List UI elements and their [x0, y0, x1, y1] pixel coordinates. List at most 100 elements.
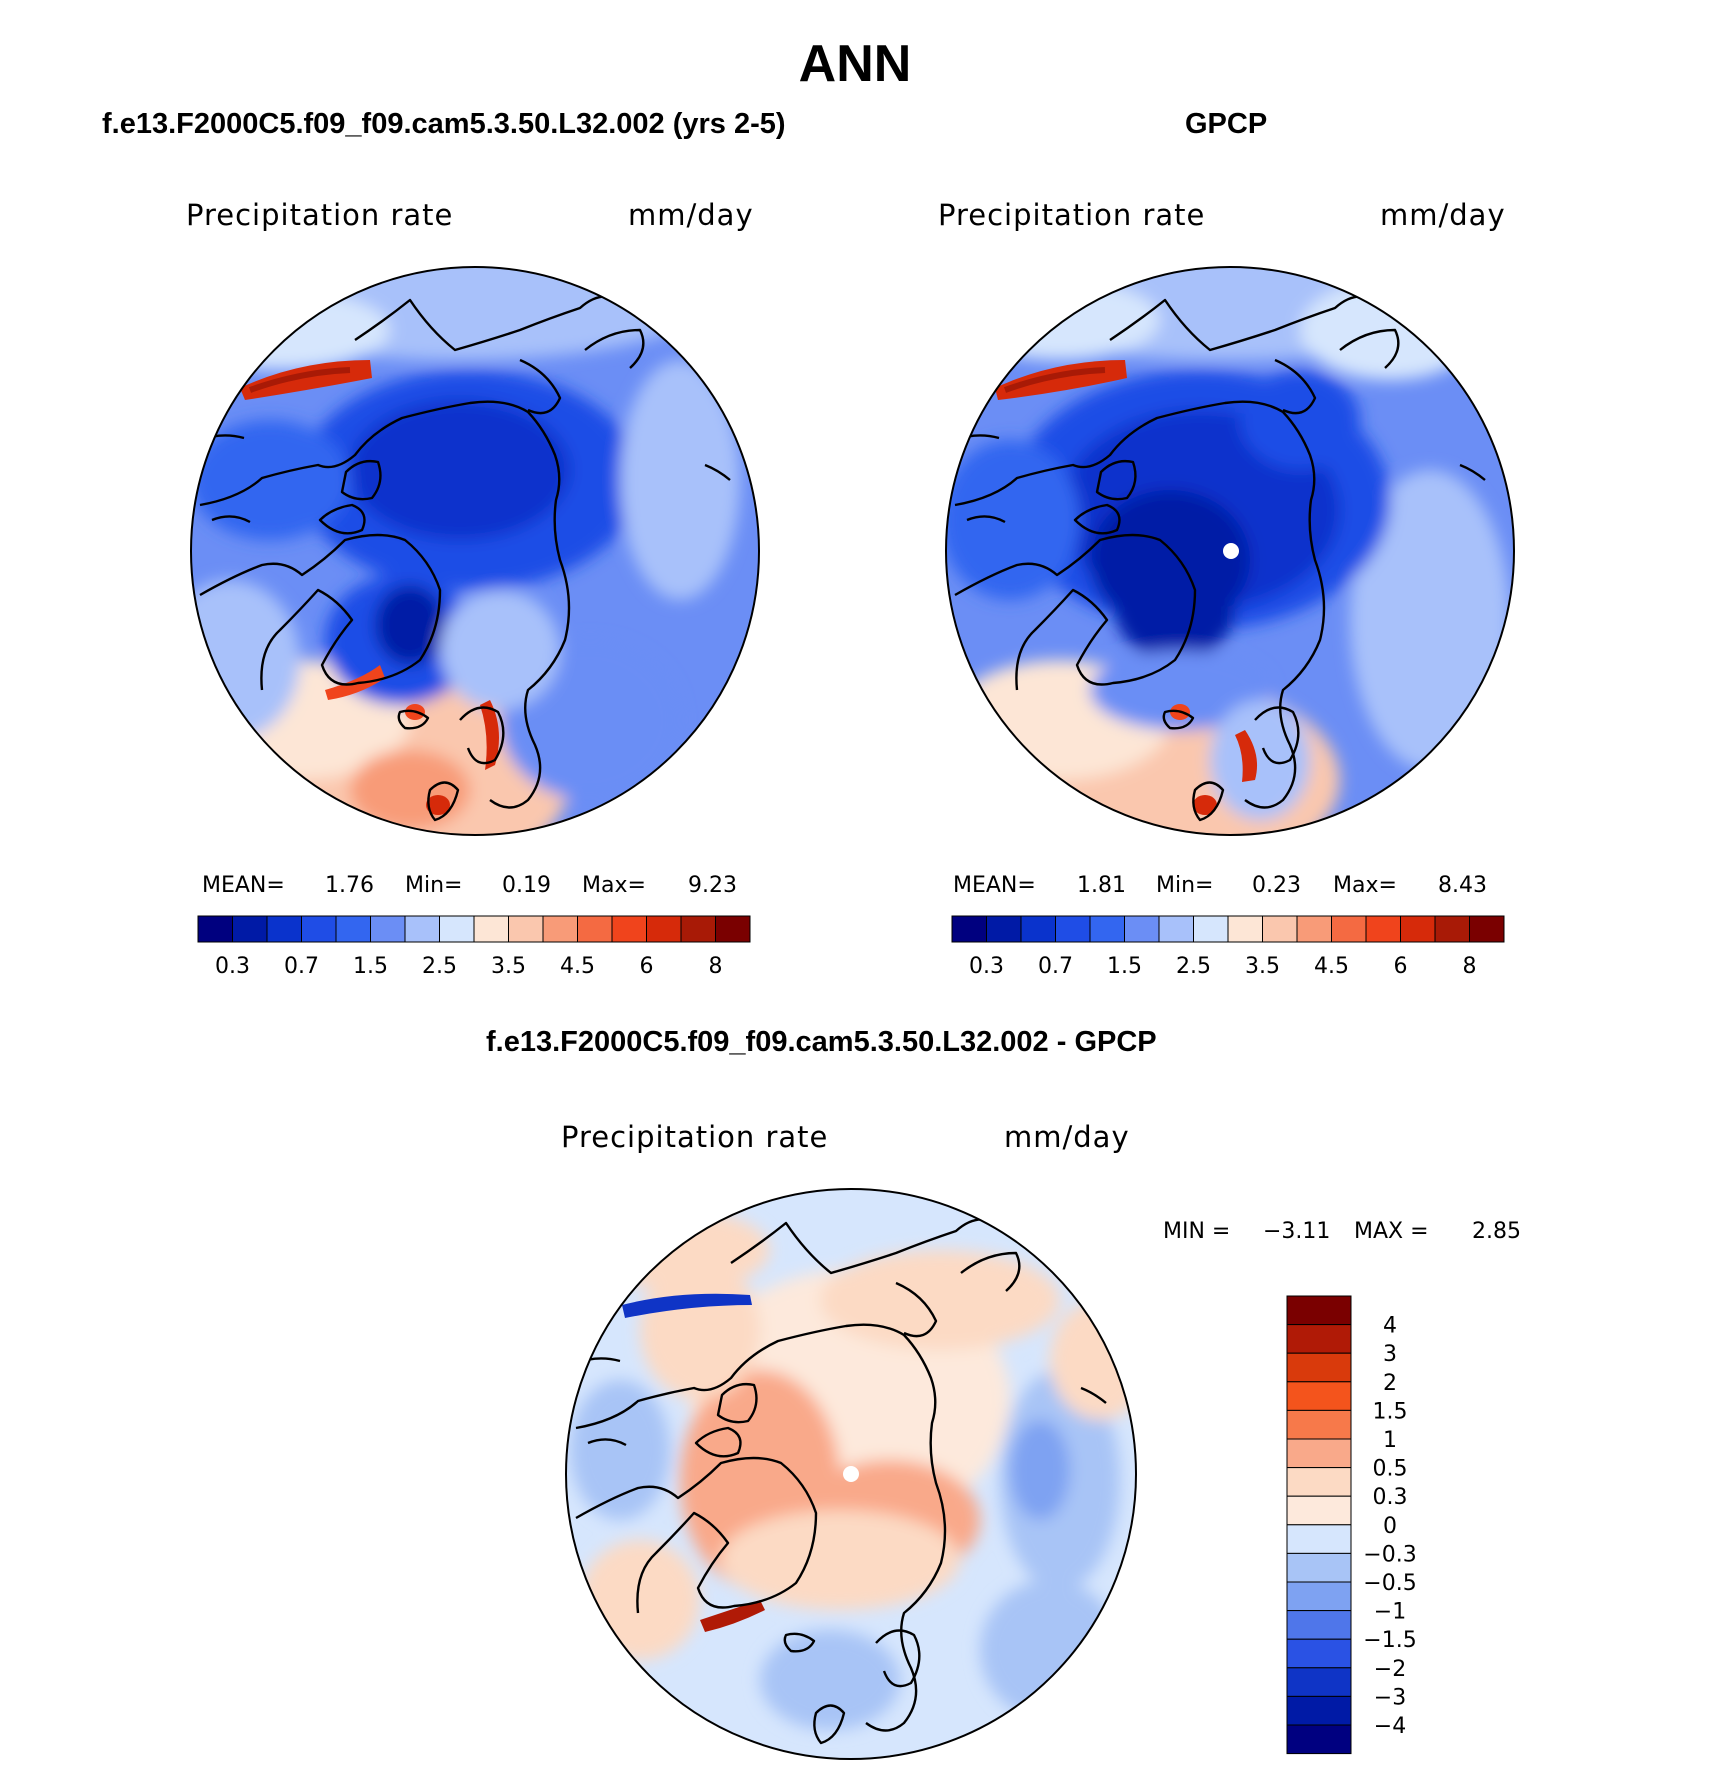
panel1-map	[190, 266, 760, 836]
panel1-colorbar-tick-label: 8	[709, 954, 723, 979]
panel2-variable-label: Precipitation rate	[938, 198, 1206, 232]
panel2-colorbar-box	[1365, 915, 1401, 943]
panel3-colorbar-box	[1286, 1409, 1352, 1440]
right-panel-title: GPCP	[1185, 108, 1268, 140]
panel3-colorbar: 4 3 2 1.5 1 0.5 0.3 0 −0.3 −0.5 −1 −1.5 −2 −3 −4	[1286, 1295, 1417, 1755]
panel3-min-label: MIN =	[1163, 1219, 1231, 1244]
panel3-colorbar-box	[1286, 1381, 1352, 1411]
panel3-units-label: mm/day	[1004, 1120, 1130, 1154]
panel2-colorbar-box	[1089, 915, 1125, 943]
panel2-colorbar-tick-label: 8	[1463, 954, 1477, 979]
panel3-colorbar-tick-label: 2	[1383, 1371, 1397, 1396]
panel3-colorbar-tick-label: 0.3	[1373, 1485, 1408, 1510]
panel3-variable-label: Precipitation rate	[561, 1120, 829, 1154]
panel3-colorbar-tick-label: −1.5	[1363, 1628, 1416, 1653]
panel3-colorbar-tick-label: −4	[1374, 1714, 1406, 1739]
panel3-colorbar-tick-label: 0.5	[1373, 1457, 1408, 1482]
panel1-max-label: Max=	[582, 873, 646, 898]
panel1-colorbar-box	[715, 915, 751, 943]
panel2-colorbar-box	[986, 915, 1022, 943]
panel3-colorbar-box	[1286, 1295, 1352, 1326]
panel2-colorbar-tick-label: 1.5	[1107, 954, 1142, 979]
panel2-colorbar-box	[1227, 915, 1263, 943]
panel3-colorbar-tick-label: 3	[1383, 1342, 1397, 1367]
panel2-colorbar-box	[1193, 915, 1229, 943]
panel3-max-label: MAX =	[1354, 1219, 1429, 1244]
page-title: ANN	[798, 35, 912, 93]
panel2-colorbar-box	[1262, 915, 1298, 943]
panel2-mean-label: MEAN=	[953, 873, 1036, 898]
panel2-colorbar-box	[1434, 915, 1470, 943]
diff-panel-title: f.e13.F2000C5.f09_f09.cam5.3.50.L32.002 …	[486, 1026, 1157, 1058]
panel2-min-label: Min=	[1156, 873, 1214, 898]
panel3-colorbar-tick-label: −2	[1374, 1657, 1406, 1682]
panel3-colorbar-tick-label: 0	[1383, 1514, 1397, 1539]
panel1-colorbar-tick-label: 0.7	[284, 954, 319, 979]
panel2-colorbar-box	[1158, 915, 1194, 943]
panel3-colorbar-box	[1286, 1495, 1352, 1526]
panel1-variable-label: Precipitation rate	[186, 198, 454, 232]
panel1-colorbar-box	[611, 915, 647, 943]
panel1-colorbar-box	[266, 915, 302, 943]
panel2-colorbar: 0.3 0.7 1.5 2.5 3.5 4.5 6 8	[951, 915, 1505, 979]
panel1-colorbar-box	[473, 915, 509, 943]
panel2-max-value: 8.43	[1438, 873, 1487, 898]
panel3-colorbar-tick-label: −0.5	[1363, 1571, 1416, 1596]
panel1-colorbar-tick-label: 1.5	[353, 954, 388, 979]
panel3-colorbar-box	[1286, 1467, 1352, 1497]
panel3-colorbar-box	[1286, 1524, 1352, 1554]
panel1-colorbar-tick-label: 6	[640, 954, 654, 979]
panel3-map	[565, 1188, 1137, 1760]
panel1-colorbar-box	[577, 915, 613, 943]
panel1-colorbar-box	[370, 915, 406, 943]
panel1-mean-value: 1.76	[325, 873, 374, 898]
panel1-colorbar-box	[439, 915, 475, 943]
panel1-colorbar-tick-label: 4.5	[560, 954, 595, 979]
panel1-colorbar-box	[197, 915, 233, 943]
panel3-colorbar-box	[1286, 1581, 1352, 1612]
panel1-min-label: Min=	[405, 873, 463, 898]
panel2-mean-value: 1.81	[1077, 873, 1126, 898]
panel1-colorbar-box	[646, 915, 682, 943]
panel1-units-label: mm/day	[628, 198, 754, 232]
panel2-colorbar-tick-label: 0.3	[969, 954, 1004, 979]
panel3-colorbar-box	[1286, 1667, 1352, 1697]
panel3-colorbar-tick-label: −3	[1374, 1685, 1406, 1710]
panel2-colorbar-box	[1020, 915, 1056, 943]
panel2-units-label: mm/day	[1380, 198, 1506, 232]
panel1-colorbar-tick-label: 3.5	[491, 954, 526, 979]
panel3-colorbar-box	[1286, 1324, 1352, 1354]
panel3-colorbar-box	[1286, 1695, 1352, 1726]
panel3-colorbar-tick-label: 1	[1383, 1428, 1397, 1453]
panel2-colorbar-box	[951, 915, 987, 943]
panel1-min-value: 0.19	[502, 873, 551, 898]
panel3-colorbar-box	[1286, 1610, 1352, 1640]
panel3-colorbar-tick-label: 4	[1383, 1314, 1397, 1339]
panel1-max-value: 9.23	[688, 873, 737, 898]
panel3-colorbar-box	[1286, 1352, 1352, 1383]
panel2-colorbar-box	[1469, 915, 1505, 943]
panel3-colorbar-tick-label: 1.5	[1373, 1399, 1408, 1424]
panel3-min-value: −3.11	[1263, 1219, 1331, 1244]
panel3-colorbar-box	[1286, 1552, 1352, 1583]
panel2-colorbar-box	[1124, 915, 1160, 943]
panel1-colorbar-box	[404, 915, 440, 943]
panel3-colorbar-tick-label: −1	[1374, 1600, 1406, 1625]
panel2-colorbar-tick-label: 3.5	[1245, 954, 1280, 979]
panel3-max-value: 2.85	[1472, 1219, 1521, 1244]
panel1-colorbar-box	[508, 915, 544, 943]
panel2-colorbar-box	[1055, 915, 1091, 943]
panel2-colorbar-tick-label: 0.7	[1038, 954, 1073, 979]
panel2-max-label: Max=	[1333, 873, 1397, 898]
panel2-colorbar-box	[1296, 915, 1332, 943]
panel3-colorbar-tick-label: −0.3	[1363, 1542, 1416, 1567]
panel2-map	[945, 266, 1515, 836]
panel2-colorbar-tick-label: 4.5	[1314, 954, 1349, 979]
panel1-colorbar-tick-label: 0.3	[215, 954, 250, 979]
panel2-colorbar-tick-label: 6	[1394, 954, 1408, 979]
panel1-colorbar-box	[542, 915, 578, 943]
panel1-colorbar: 0.3 0.7 1.5 2.5 3.5 4.5 6 8	[197, 915, 751, 979]
panel2-colorbar-box	[1400, 915, 1436, 943]
panel3-colorbar-box	[1286, 1438, 1352, 1469]
panel1-colorbar-tick-label: 2.5	[422, 954, 457, 979]
